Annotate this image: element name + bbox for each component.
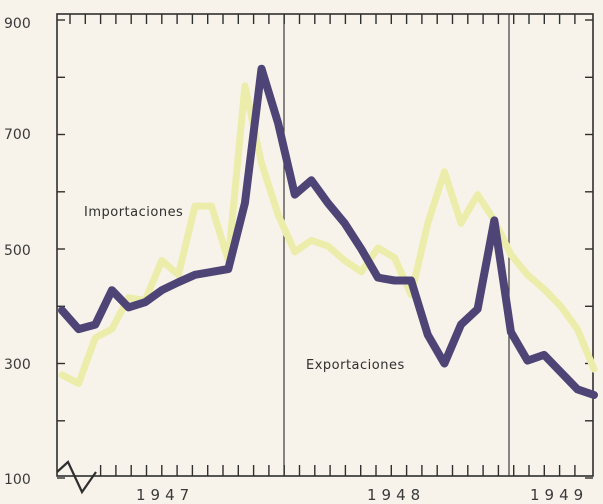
data-point-exportaciones <box>310 239 313 242</box>
data-point-importaciones <box>227 268 230 270</box>
data-point-exportaciones <box>61 373 63 376</box>
data-point-importaciones <box>443 362 446 365</box>
y-tick-label-100: 100 <box>4 472 31 488</box>
data-point-exportaciones <box>77 382 80 385</box>
y-tick-label-500: 500 <box>4 243 31 259</box>
data-point-exportaciones <box>360 270 363 273</box>
x-tick-label-1947: 1947 <box>136 486 194 504</box>
data-point-importaciones <box>327 202 329 205</box>
data-point-importaciones <box>493 219 496 222</box>
annotation-importaciones: Importaciones <box>84 205 183 220</box>
data-point-importaciones <box>277 122 280 125</box>
data-point-exportaciones <box>194 205 196 208</box>
data-point-exportaciones <box>327 245 329 248</box>
data-point-exportaciones <box>94 336 97 339</box>
y-tick-label-700: 700 <box>4 127 31 143</box>
data-point-exportaciones <box>243 84 246 87</box>
data-point-importaciones <box>194 273 196 276</box>
data-point-exportaciones <box>277 213 280 216</box>
data-point-exportaciones <box>576 328 579 331</box>
data-point-importaciones <box>376 276 379 279</box>
plot-frame <box>56 13 594 477</box>
data-point-exportaciones <box>460 222 462 225</box>
data-point-exportaciones <box>559 305 562 308</box>
data-point-exportaciones <box>476 193 479 196</box>
data-point-importaciones <box>94 323 97 326</box>
series-line-importaciones <box>58 64 598 399</box>
data-point-importaciones <box>144 301 147 304</box>
data-point-exportaciones <box>443 170 446 173</box>
data-point-importaciones <box>310 179 313 182</box>
y-tick-label-300: 300 <box>4 357 31 373</box>
data-point-importaciones <box>410 279 413 282</box>
series-layer <box>58 64 598 399</box>
data-point-importaciones <box>476 308 479 311</box>
data-point-exportaciones <box>393 256 396 259</box>
data-point-importaciones <box>526 359 529 362</box>
data-point-exportaciones <box>210 205 213 208</box>
x-tick-label-1949: 1949 <box>530 486 588 504</box>
data-point-importaciones <box>210 270 213 273</box>
data-point-importaciones <box>177 281 180 284</box>
data-point-importaciones <box>110 289 113 292</box>
data-point-importaciones <box>576 388 579 391</box>
data-point-importaciones <box>260 67 263 70</box>
data-point-exportaciones <box>293 250 296 253</box>
data-point-exportaciones <box>127 296 130 299</box>
y-tick-label-900: 900 <box>4 16 31 32</box>
data-point-importaciones <box>460 323 462 326</box>
annotation-exportaciones: Exportaciones <box>306 358 405 373</box>
data-point-importaciones <box>77 328 80 331</box>
data-point-exportaciones <box>509 253 512 256</box>
axis-break-mark <box>56 460 97 495</box>
data-point-importaciones <box>127 306 130 309</box>
data-point-exportaciones <box>526 273 529 276</box>
tick-marks <box>57 14 593 479</box>
data-point-importaciones <box>559 371 562 374</box>
data-point-importaciones <box>393 279 396 282</box>
data-point-exportaciones <box>376 246 379 249</box>
data-point-importaciones <box>343 222 346 225</box>
data-point-importaciones <box>160 289 163 292</box>
data-point-importaciones <box>243 202 246 205</box>
data-point-importaciones <box>61 309 63 312</box>
data-point-importaciones <box>426 333 429 336</box>
data-point-importaciones <box>360 248 363 250</box>
data-point-importaciones <box>293 193 296 196</box>
data-point-exportaciones <box>593 368 595 371</box>
data-point-exportaciones <box>543 288 546 291</box>
data-point-exportaciones <box>343 259 346 262</box>
data-point-importaciones <box>593 394 595 396</box>
data-point-exportaciones <box>110 328 113 331</box>
x-tick-label-1948: 1948 <box>367 486 425 504</box>
data-point-exportaciones <box>177 273 180 276</box>
data-point-exportaciones <box>426 222 429 225</box>
data-point-exportaciones <box>260 162 263 165</box>
data-point-importaciones <box>509 331 512 333</box>
data-point-exportaciones <box>160 259 163 262</box>
data-point-importaciones <box>543 353 546 356</box>
